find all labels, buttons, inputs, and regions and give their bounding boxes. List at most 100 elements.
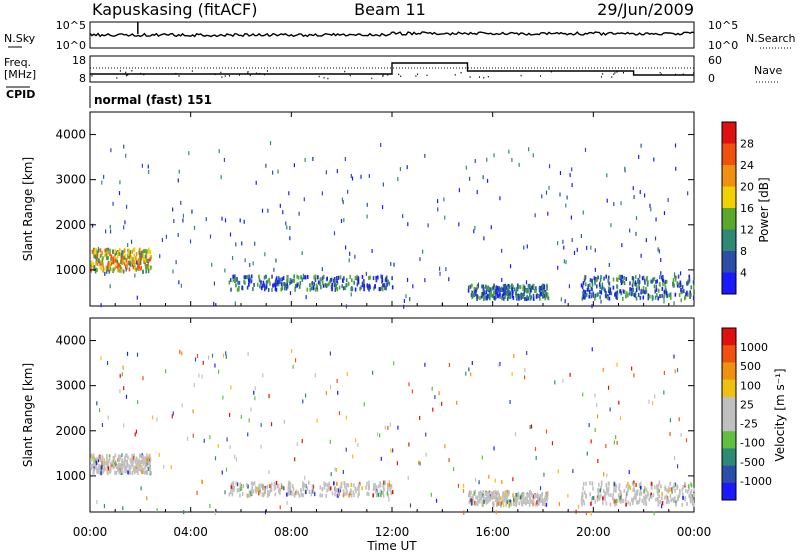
velocity-echo: [672, 497, 674, 502]
velocity-echo: [338, 411, 341, 416]
power-echo: [129, 250, 132, 255]
velocity-echo: [211, 353, 214, 358]
power-echo: [388, 281, 391, 286]
velocity-echo: [106, 457, 108, 462]
power-echo: [540, 291, 543, 296]
velocity-echo: [264, 487, 266, 492]
power-echo: [634, 291, 637, 296]
power-echo: [139, 256, 142, 261]
nave-dot: [228, 75, 230, 77]
power-echo: [133, 260, 135, 265]
power-echo: [638, 154, 640, 159]
power-echo: [677, 274, 680, 279]
power-echo: [220, 175, 222, 180]
power-echo: [311, 281, 314, 286]
power-echo: [582, 281, 585, 286]
power-echo: [100, 260, 102, 265]
power-echo: [488, 291, 491, 296]
power-echo: [282, 210, 284, 215]
power-echo: [114, 251, 117, 256]
velocity-echo: [474, 500, 476, 505]
power-echo: [594, 267, 596, 272]
x-tick-label: 00:00: [73, 525, 108, 539]
velocity-echo: [128, 467, 131, 472]
velocity-echo: [267, 489, 269, 494]
power-echo: [601, 285, 604, 290]
power-echo: [631, 275, 634, 280]
power-echo: [620, 281, 623, 286]
velocity-echo: [675, 502, 677, 507]
power-echo: [122, 269, 125, 274]
power-echo: [631, 283, 634, 288]
power-echo: [427, 223, 429, 228]
power-echo: [122, 259, 124, 264]
power-echo: [139, 260, 142, 265]
power-echo: [304, 275, 307, 280]
velocity-echo: [604, 497, 606, 502]
velocity-echo: [380, 456, 382, 461]
velocity-echo: [603, 472, 605, 477]
power-echo: [274, 283, 277, 288]
velocity-echo: [382, 483, 385, 488]
velocity-echo: [528, 502, 531, 507]
power-echo: [513, 287, 516, 292]
power-echo: [317, 280, 320, 285]
velocity-echo: [142, 376, 144, 381]
velocity-echo: [626, 490, 629, 495]
power-echo: [161, 237, 163, 242]
power-echo: [147, 262, 150, 267]
power-echo: [512, 285, 514, 290]
power-echo: [235, 278, 238, 283]
velocity-echo: [678, 488, 681, 493]
power-echo: [361, 274, 364, 279]
velocity-echo: [106, 361, 109, 366]
power-echo: [661, 286, 664, 291]
power-echo: [296, 274, 298, 279]
power-echo: [480, 292, 483, 297]
power-echo: [591, 304, 593, 309]
velocity-echo: [481, 455, 483, 460]
power-echo: [614, 292, 616, 297]
velocity-echo: [669, 494, 672, 499]
power-echo: [546, 295, 549, 300]
velocity-echo: [513, 354, 515, 359]
velocity-echo: [107, 463, 109, 468]
power-echo: [571, 167, 573, 172]
velocity-echo: [131, 463, 134, 468]
velocity-echo: [248, 490, 251, 495]
velocity-echo: [125, 453, 127, 458]
power-echo: [283, 282, 285, 287]
power-echo: [665, 279, 668, 284]
power-echo: [589, 283, 591, 288]
nave-dot: [454, 74, 456, 76]
power-echo: [660, 271, 662, 276]
power-echo: [356, 282, 359, 287]
velocity-echo: [612, 492, 615, 497]
velocity-echo: [492, 502, 495, 507]
velocity-echo: [142, 462, 145, 467]
velocity-echo: [636, 491, 639, 496]
velocity-echo: [505, 495, 508, 500]
power-echo: [110, 257, 112, 262]
velocity-echo: [107, 459, 110, 464]
velocity-echo: [534, 502, 537, 507]
velocity-echo: [687, 484, 690, 489]
velocity-echo: [111, 460, 113, 465]
power-echo: [136, 260, 138, 265]
velocity-echo: [145, 457, 148, 462]
velocity-echo: [614, 502, 616, 507]
power-echo: [655, 284, 657, 289]
power-echo: [265, 274, 267, 279]
power-echo: [662, 274, 664, 279]
velocity-echo: [669, 418, 672, 423]
power-echo: [584, 295, 586, 300]
power-echo: [316, 287, 319, 292]
power-echo: [258, 274, 260, 279]
power-echo: [334, 279, 336, 284]
velocity-echo: [136, 352, 139, 357]
power-echo: [110, 148, 112, 153]
power-echo: [313, 275, 316, 280]
velocity-echo: [515, 501, 518, 506]
velocity-echo: [474, 489, 477, 494]
